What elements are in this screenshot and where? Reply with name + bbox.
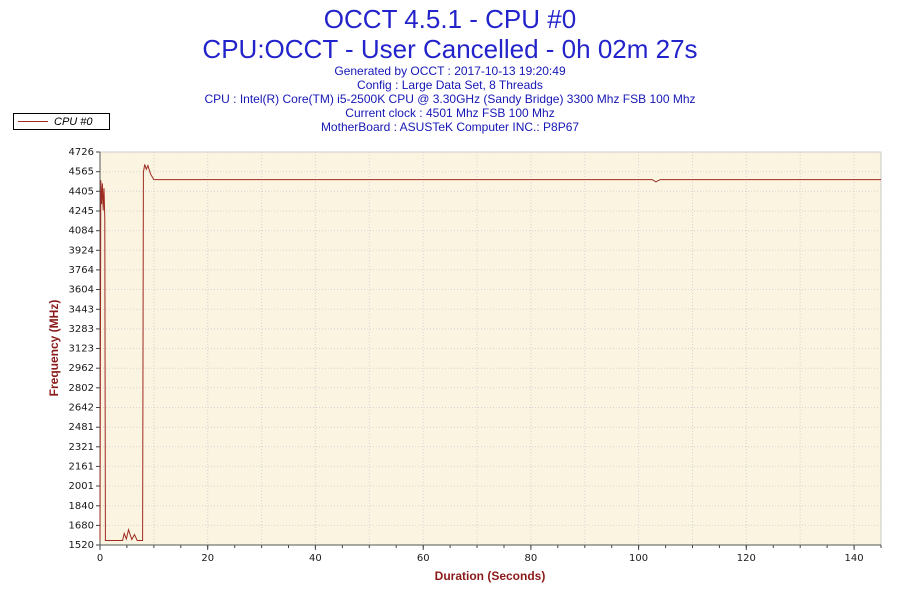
chart-canvas: 4726 4565 4405 4245 4084 3924 3764 3604 3443 3283… (69, 147, 882, 564)
legend-label: CPU #0 (54, 115, 93, 128)
y-tick-label: 2642 (69, 403, 94, 414)
y-tick-label: 2481 (69, 422, 94, 433)
x-tick-label: 20 (201, 553, 214, 564)
y-tick-label: 2962 (69, 363, 94, 374)
report-header: OCCT 4.5.1 - CPU #0 CPU:OCCT - User Canc… (0, 0, 900, 145)
x-tick-label: 0 (97, 553, 103, 564)
info-generated: Generated by OCCT : 2017-10-13 19:20:49 (334, 64, 566, 78)
x-axis-label: Duration (Seconds) (434, 569, 546, 583)
y-tick-label: 1520 (69, 540, 94, 551)
y-tick-label: 4565 (69, 167, 94, 178)
frequency-chart: 4726 4565 4405 4245 4084 3924 3764 3604 3443 3283… (0, 145, 900, 600)
info-motherboard: MotherBoard : ASUSTeK Computer INC.: P8P… (320, 120, 580, 134)
y-tick-label: 2001 (69, 481, 94, 492)
x-tick-label: 140 (845, 553, 864, 564)
y-tick-label: 3123 (69, 344, 94, 355)
info-current-clock: Current clock : 4501 Mhz FSB 100 Mhz (345, 106, 555, 120)
legend-line-sample (18, 121, 48, 122)
y-tick-label: 4245 (69, 206, 94, 217)
y-tick-label: 3604 (69, 285, 94, 296)
x-tick-label: 100 (629, 553, 648, 564)
y-tick-label: 1840 (69, 501, 94, 512)
y-tick-label: 2161 (69, 461, 94, 472)
legend-box: CPU #0 (13, 113, 110, 130)
y-tick-label: 4084 (69, 226, 94, 237)
y-tick-label: 4405 (69, 186, 94, 197)
page-title: OCCT 4.5.1 - CPU #0 (323, 4, 577, 34)
y-tick-label: 4726 (69, 147, 94, 158)
x-tick-label: 40 (309, 553, 322, 564)
y-tick-label: 2321 (69, 442, 94, 453)
y-tick-label: 3924 (69, 245, 94, 256)
y-tick-label: 3283 (69, 324, 94, 335)
x-tick-label: 120 (737, 553, 756, 564)
y-tick-label: 3443 (69, 304, 94, 315)
page-subtitle: CPU:OCCT - User Cancelled - 0h 02m 27s (202, 34, 698, 64)
y-tick-label: 2802 (69, 383, 94, 394)
y-axis-label: Frequency (MHz) (47, 299, 61, 397)
info-config: Config : Large Data Set, 8 Threads (357, 78, 543, 92)
x-tick-label: 80 (525, 553, 538, 564)
info-cpu: CPU : Intel(R) Core(TM) i5-2500K CPU @ 3… (204, 92, 696, 106)
y-tick-label: 3764 (69, 265, 94, 276)
series-line (99, 164, 881, 541)
x-tick-label: 60 (417, 553, 430, 564)
y-tick-label: 1680 (69, 520, 94, 531)
